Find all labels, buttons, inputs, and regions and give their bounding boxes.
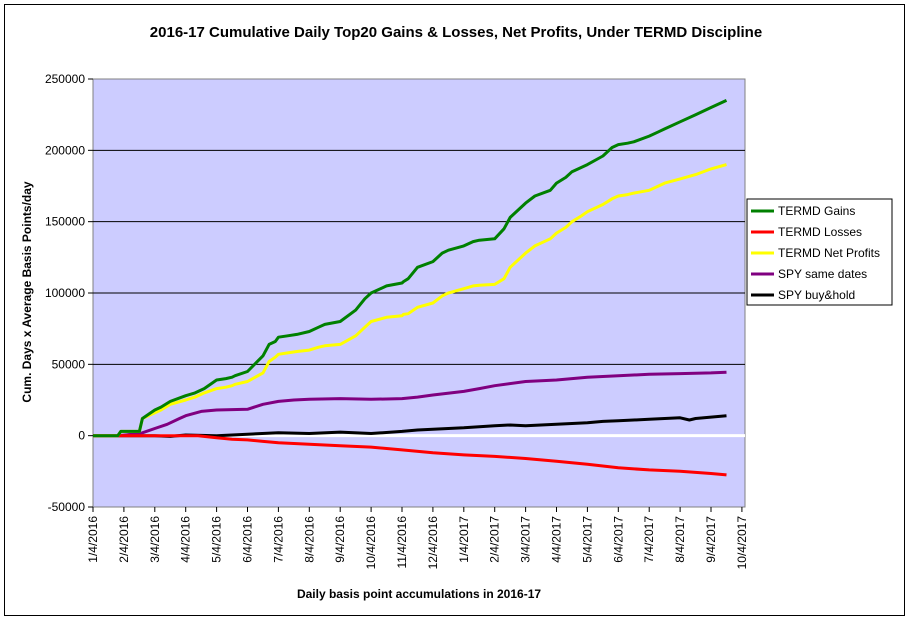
y-axis-ticks: -50000 0 50000 100000 150000 200000 250000 bbox=[45, 72, 93, 514]
y-tick-label: 150000 bbox=[45, 215, 85, 229]
x-tick-label: 10/4/2016 bbox=[364, 516, 378, 570]
series-line-4 bbox=[93, 414, 727, 438]
x-tick-label: 5/4/2017 bbox=[580, 516, 594, 563]
x-tick-label: 7/4/2017 bbox=[642, 516, 656, 563]
y-tick-label: 200000 bbox=[45, 143, 85, 157]
series-line-2 bbox=[93, 163, 727, 438]
series-lines bbox=[93, 99, 728, 477]
legend-label: TERMD Losses bbox=[778, 225, 862, 239]
legend-label: TERMD Net Profits bbox=[778, 246, 880, 260]
x-tick-label: 5/4/2016 bbox=[210, 516, 224, 563]
legend: TERMD Gains TERMD Losses TERMD Net Profits… bbox=[746, 198, 893, 306]
x-tick-label: 11/4/2016 bbox=[395, 516, 409, 569]
y-axis-label: Cum. Days x Average Basis Points/day bbox=[20, 181, 34, 403]
x-tick-label: 7/4/2016 bbox=[271, 516, 285, 563]
x-tick-label: 6/4/2016 bbox=[241, 516, 255, 563]
x-tick-label: 3/4/2016 bbox=[148, 516, 162, 563]
x-axis-ticks: 1/4/2016 2/4/2016 3/4/2016 4/4/2016 5/4/2016… bbox=[86, 507, 749, 569]
x-axis-label: Daily basis point accumulations in 2016-… bbox=[297, 587, 541, 601]
x-tick-label: 10/4/2017 bbox=[735, 516, 749, 570]
x-tick-label: 8/4/2016 bbox=[302, 516, 316, 563]
x-tick-label: 2/4/2017 bbox=[488, 516, 502, 563]
legend-label: SPY same dates bbox=[778, 267, 867, 281]
y-tick-label: -50000 bbox=[48, 500, 86, 514]
y-tick-label: 250000 bbox=[45, 72, 85, 86]
x-tick-label: 8/4/2017 bbox=[673, 516, 687, 563]
x-tick-label: 12/4/2016 bbox=[426, 516, 440, 570]
y-tick-label: 50000 bbox=[52, 357, 86, 371]
x-tick-label: 2/4/2016 bbox=[117, 516, 131, 563]
x-tick-label: 6/4/2017 bbox=[611, 516, 625, 563]
x-tick-label: 9/4/2017 bbox=[704, 516, 718, 563]
series-line-3 bbox=[93, 370, 727, 438]
series-line-1 bbox=[93, 434, 727, 477]
series-line-0 bbox=[93, 99, 728, 438]
legend-label: TERMD Gains bbox=[778, 204, 855, 218]
x-tick-label: 1/4/2016 bbox=[86, 516, 100, 563]
x-tick-label: 1/4/2017 bbox=[457, 516, 471, 563]
x-tick-label: 3/4/2017 bbox=[519, 516, 533, 563]
x-tick-label: 4/4/2016 bbox=[179, 516, 193, 563]
y-tick-label: 0 bbox=[78, 429, 85, 443]
y-tick-label: 100000 bbox=[45, 286, 85, 300]
legend-label: SPY buy&hold bbox=[778, 288, 855, 302]
x-tick-label: 4/4/2017 bbox=[550, 516, 564, 563]
x-tick-label: 9/4/2016 bbox=[333, 516, 347, 563]
chart-title: 2016-17 Cumulative Daily Top20 Gains & L… bbox=[150, 24, 762, 41]
